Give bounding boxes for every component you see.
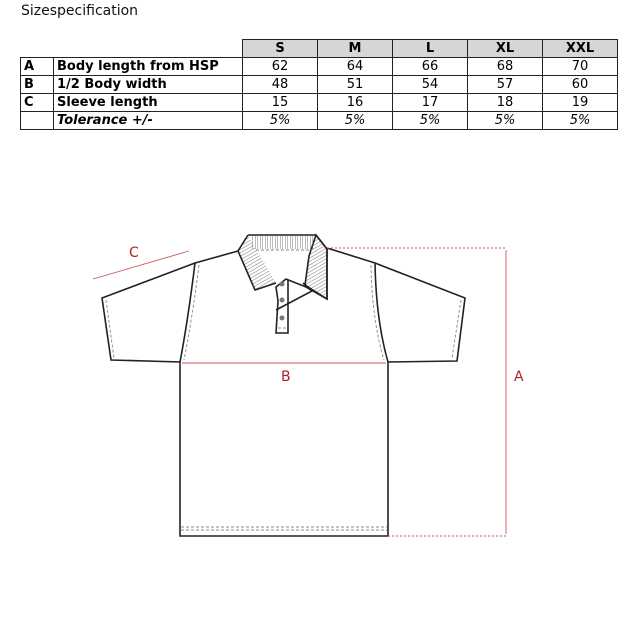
measure-label-b: B <box>281 369 291 385</box>
row-value: 48 <box>242 75 318 94</box>
stitch-lines <box>105 249 462 531</box>
measure-label-a: A <box>514 369 524 385</box>
row-label: Tolerance +/- <box>53 111 243 130</box>
row-value: 5% <box>467 111 543 130</box>
table-header-row: S M L XL XXL <box>21 39 618 58</box>
size-header: XXL <box>542 39 618 58</box>
row-value: 5% <box>542 111 618 130</box>
table-row: C Sleeve length 15 16 17 18 19 <box>20 93 618 112</box>
page-title: Sizespecification <box>21 3 139 19</box>
measure-label-c: C <box>129 245 139 261</box>
table-row: B 1/2 Body width 48 51 54 57 60 <box>20 75 618 94</box>
size-header: M <box>317 39 393 58</box>
size-header: S <box>242 39 318 58</box>
row-value: 17 <box>392 93 468 112</box>
row-value: 64 <box>317 57 393 76</box>
size-table: S M L XL XXL A Body length from HSP 62 64 66… <box>20 39 618 130</box>
row-value: 66 <box>392 57 468 76</box>
row-value: 5% <box>317 111 393 130</box>
measure-lines <box>92 247 507 537</box>
row-value: 51 <box>317 75 393 94</box>
row-value: 19 <box>542 93 618 112</box>
row-label: Body length from HSP <box>53 57 243 76</box>
table-row: A Body length from HSP 62 64 66 68 70 <box>20 57 618 76</box>
table-row: Tolerance +/- 5% 5% 5% 5% 5% <box>20 111 618 130</box>
button-icons <box>279 281 285 321</box>
shirt-outline <box>101 233 466 537</box>
size-header: L <box>392 39 468 58</box>
row-value: 60 <box>542 75 618 94</box>
size-header: XL <box>467 39 543 58</box>
row-value: 54 <box>392 75 468 94</box>
